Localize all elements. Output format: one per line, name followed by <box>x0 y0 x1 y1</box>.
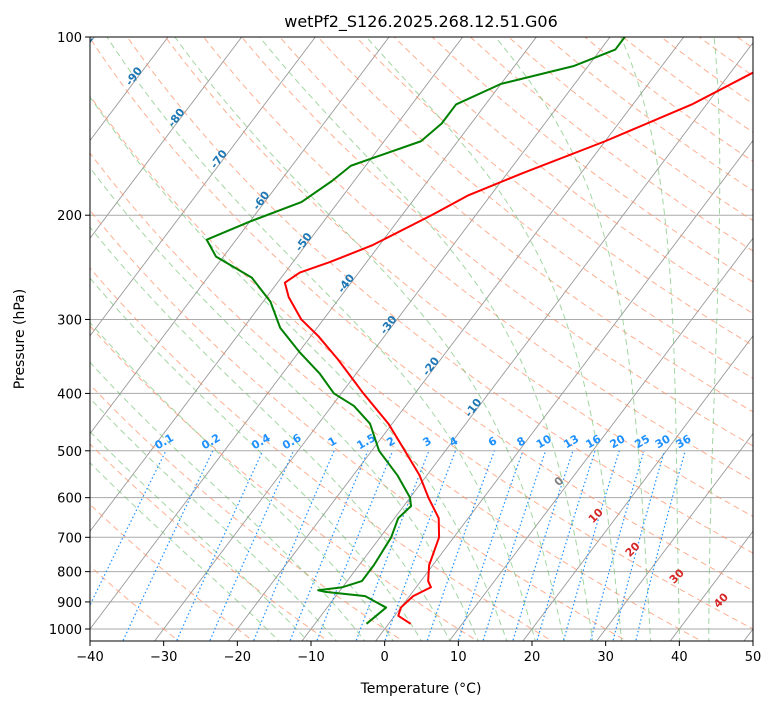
pressure-tick-label: 500 <box>57 445 82 460</box>
x-axis-title: Temperature (°C) <box>360 681 482 697</box>
dry-adiabat <box>90 152 703 641</box>
dry-adiabat <box>90 325 479 641</box>
isotherm-line <box>90 37 464 533</box>
dry-adiabat <box>202 37 753 482</box>
plot-frame <box>89 36 754 642</box>
moist-adiabat <box>90 166 479 641</box>
isotherm-grid <box>90 37 753 641</box>
moist-adiabat <box>620 37 681 641</box>
dry-adiabat <box>90 267 553 641</box>
dry-adiabat-lines <box>90 37 753 641</box>
pressure-tick-label: 900 <box>57 596 82 611</box>
moist-adiabat <box>90 277 423 641</box>
dewpoint-profile <box>205 37 626 625</box>
temperature-tick-label: 50 <box>745 650 762 665</box>
pressure-tick-label: 400 <box>57 387 82 402</box>
mixing-ratio-line <box>252 450 335 641</box>
mixing-ratio-line <box>612 450 666 641</box>
mixing-ratio-line <box>589 450 645 641</box>
dry-adiabat <box>126 37 753 554</box>
isotherm-line <box>90 37 390 435</box>
dry-adiabat <box>90 94 753 630</box>
mixing-ratio-line <box>289 450 369 641</box>
moist-adiabat <box>90 226 451 641</box>
moist-adiabat <box>90 397 338 641</box>
mixing-ratio-line <box>482 450 547 641</box>
temperature-tick-label: −10 <box>297 650 324 665</box>
mixing-ratio-line <box>355 450 430 641</box>
sounding-profiles <box>205 37 753 625</box>
pressure-tick-label: 1000 <box>49 623 82 638</box>
temperature-tick-label: 0 <box>381 650 389 665</box>
dry-adiabat <box>164 37 753 518</box>
pressure-tick-label: 200 <box>57 209 82 224</box>
dry-adiabat <box>90 209 628 641</box>
dry-adiabat <box>90 443 329 641</box>
mixing-ratio-lines <box>90 450 686 641</box>
isotherm-line <box>154 37 611 641</box>
moist-adiabat <box>106 37 536 641</box>
isobar-grid <box>90 37 753 630</box>
dry-adiabat <box>90 37 753 592</box>
pressure-tick-label: 800 <box>57 566 82 581</box>
dry-adiabat <box>241 37 753 447</box>
dry-adiabat <box>355 37 753 347</box>
moist-adiabat <box>259 37 594 641</box>
isotherm-line <box>301 42 753 641</box>
isotherm-line <box>90 37 243 239</box>
isotherm-line <box>375 139 753 641</box>
pressure-axis: 100 200 300 400 500 600 700 800 900 1000 <box>49 31 90 638</box>
isotherm-line <box>448 237 753 641</box>
moist-adiabat <box>174 37 565 641</box>
isotherm-line <box>90 37 169 142</box>
pressure-tick-label: 700 <box>57 531 82 546</box>
isotherm-line <box>227 37 685 641</box>
mixing-ratio-line <box>316 450 394 641</box>
temperature-tick-label: −40 <box>76 650 103 665</box>
moist-adiabat <box>90 96 508 641</box>
mixing-ratio-line <box>536 450 596 641</box>
mixing-ratio-line <box>426 450 495 641</box>
moist-adiabat <box>365 37 623 641</box>
temperature-axis: −40 −30 −20 −10 0 10 20 30 40 50 <box>76 641 761 665</box>
pressure-tick-label: 300 <box>57 313 82 328</box>
pressure-tick-label: 600 <box>57 492 82 507</box>
moist-adiabat <box>90 462 280 641</box>
temperature-tick-label: −30 <box>150 650 177 665</box>
dry-adiabat <box>393 37 753 315</box>
temperature-tick-label: 20 <box>524 650 541 665</box>
isotherm-line <box>90 37 316 337</box>
temperature-profile <box>283 71 753 625</box>
mixing-ratio-line <box>384 450 457 641</box>
isotherm-line <box>522 335 753 641</box>
moist-adiabat <box>494 37 652 641</box>
moist-adiabat-lines <box>90 37 721 641</box>
mixing-ratio-line <box>635 450 686 641</box>
temperature-tick-label: −20 <box>224 650 251 665</box>
chart-title: wetPf2_S126.2025.268.12.51.G06 <box>284 12 558 32</box>
temperature-tick-label: 10 <box>450 650 467 665</box>
mixing-ratio-line <box>562 450 620 641</box>
moist-adiabat <box>708 37 721 641</box>
pressure-tick-label: 100 <box>57 31 82 46</box>
temperature-tick-label: 40 <box>671 650 688 665</box>
plot-area: 0.10.20.40.611.52346810131620253036-100-… <box>90 37 753 641</box>
temperature-tick-label: 30 <box>597 650 614 665</box>
mixing-ratio-line <box>512 450 574 641</box>
mixing-ratio-line <box>122 450 214 641</box>
moist-adiabat <box>90 321 394 641</box>
isotherm-line <box>596 432 753 641</box>
isotherm-line <box>669 530 753 641</box>
dry-adiabat <box>90 383 404 641</box>
mixing-ratio-line <box>457 450 524 641</box>
y-axis-title: Pressure (hPa) <box>12 289 28 389</box>
dry-adiabat <box>431 37 753 283</box>
moist-adiabat <box>90 430 309 641</box>
